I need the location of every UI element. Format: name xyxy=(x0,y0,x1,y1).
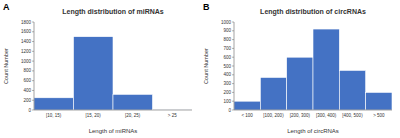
tick-label: 300 xyxy=(223,81,231,86)
title: Length distribution of miRNAs xyxy=(62,8,164,16)
bar xyxy=(34,98,74,110)
bar xyxy=(260,77,286,110)
tick-label: 600 xyxy=(23,78,31,83)
panel-label: B xyxy=(203,2,210,12)
panel: A Length distribution of miRNAs Length of … xyxy=(3,2,192,134)
x-axis xyxy=(34,110,192,111)
x-tick-label: [100, 200) xyxy=(263,113,284,118)
tick-label: 400 xyxy=(223,72,231,77)
tick-label: 200 xyxy=(223,90,231,95)
tick-label: 0 xyxy=(28,108,31,113)
tick-label: 700 xyxy=(223,46,231,51)
x-tick-label: [10, 15) xyxy=(46,113,62,118)
tick-label: 100 xyxy=(223,99,231,104)
y-axis xyxy=(34,22,35,110)
tick-label: 1200 xyxy=(21,49,32,54)
x-tick-label: [300, 400) xyxy=(316,113,337,118)
x-label: Length of miRNAs xyxy=(89,128,138,134)
bar xyxy=(74,37,114,110)
tick-label: 900 xyxy=(223,28,231,33)
tick-label: 600 xyxy=(223,55,231,60)
tick-label: 800 xyxy=(23,68,31,73)
tick-label: 400 xyxy=(23,88,31,93)
bars xyxy=(234,29,392,110)
tick-label: 800 xyxy=(223,37,231,42)
x-label: Length of circRNAs xyxy=(287,128,339,134)
x-tick-label: [20, 25) xyxy=(125,113,141,118)
bar xyxy=(339,70,365,110)
bar xyxy=(287,57,313,110)
tick-label: 1800 xyxy=(21,20,32,25)
tick-label: 1400 xyxy=(21,39,32,44)
tick-label: 0 xyxy=(228,108,231,113)
y-label: Count Number xyxy=(3,48,9,84)
title: Length distribution of circRNAs xyxy=(260,8,366,16)
x-tick-label: > 500 xyxy=(373,113,385,118)
x-tick-label: [400, 500) xyxy=(342,113,363,118)
tick-label: 1000 xyxy=(221,20,232,25)
x-tick-label: > 25 xyxy=(168,113,177,118)
y-label: Count Number xyxy=(203,48,209,84)
panel: B Length distribution of circRNAs Length o… xyxy=(203,2,392,134)
bar xyxy=(366,92,392,110)
bars xyxy=(34,37,192,110)
tick-label: 500 xyxy=(223,64,231,69)
x-tick-label: [200, 300) xyxy=(290,113,311,118)
x-tick-label: < 100 xyxy=(241,113,253,118)
tick-label: 200 xyxy=(23,98,31,103)
y-axis xyxy=(234,22,235,110)
panel-label: A xyxy=(3,2,10,12)
bar xyxy=(313,29,339,110)
tick-label: 1000 xyxy=(21,59,32,64)
x-axis xyxy=(234,110,392,111)
tick-label: 1600 xyxy=(21,29,32,34)
bar xyxy=(234,101,260,110)
x-tick-label: [15, 20) xyxy=(86,113,102,118)
bar xyxy=(113,94,153,110)
